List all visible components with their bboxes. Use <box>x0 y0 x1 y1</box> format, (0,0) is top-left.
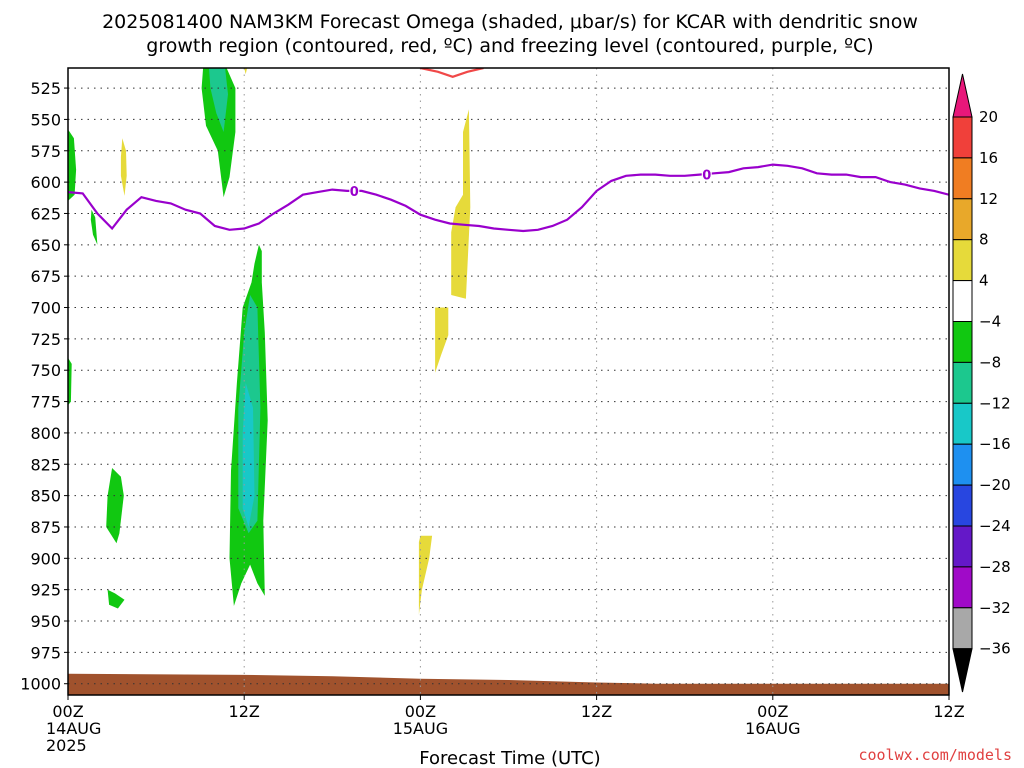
y-tick-label-15: 900 <box>30 549 61 568</box>
chart-title-line-2: growth region (contoured, red, ºC) and f… <box>146 35 873 57</box>
colorbar-bottom-arrow <box>952 648 973 693</box>
grid-lines <box>67 68 950 695</box>
omega-area-4 <box>68 129 77 201</box>
y-tick-label-0: 525 <box>30 79 61 98</box>
omega-area-11 <box>107 589 125 609</box>
omega-area-3 <box>120 138 127 196</box>
colorbar-tick-9: −20 <box>979 476 1011 494</box>
colorbar-bin-9 <box>952 443 973 486</box>
colorbar-bin-13 <box>952 607 973 650</box>
omega-area-9 <box>242 382 255 527</box>
colorbar-bin-7 <box>952 361 973 404</box>
y-tick-label-9: 750 <box>30 361 61 380</box>
y-tick-label-2: 575 <box>30 142 61 161</box>
colorbar-tick-5: −4 <box>979 313 1001 331</box>
colorbar-bin-12 <box>952 566 973 609</box>
x-tick-label-2-0: 00Z <box>405 702 436 721</box>
x-tick-label-4-1: 16AUG <box>745 719 800 738</box>
y-tick-label-11: 800 <box>30 424 61 443</box>
omega-area-10 <box>106 468 124 544</box>
colorbar-tick-0: 20 <box>979 108 998 126</box>
colorbar-bin-1 <box>952 116 973 159</box>
y-tick-label-5: 650 <box>30 236 61 255</box>
x-tick-label-3-0: 12Z <box>581 702 612 721</box>
plot-area: 00 <box>67 67 950 696</box>
y-tick-label-8: 725 <box>30 330 61 349</box>
omega-area-12 <box>451 109 471 299</box>
colorbar-tick-7: −12 <box>979 394 1011 412</box>
colorbar-tick-10: −24 <box>979 517 1011 535</box>
contour-lines: 00 <box>68 68 949 233</box>
y-tick-label-19: 1000 <box>20 675 61 694</box>
freezing-label-bg-0 <box>349 183 360 198</box>
terrain-area <box>68 673 949 695</box>
y-tick-label-16: 925 <box>30 581 61 600</box>
x-tick-label-0-2: 2025 <box>46 736 87 755</box>
omega-area-5 <box>90 209 98 245</box>
colorbar-bin-6 <box>952 321 973 363</box>
colorbar-tick-4: 4 <box>979 272 989 290</box>
colorbar: 20 16 12 8 4 −4 −8 −12 −16 −20 −24 −28 −32 −36 <box>952 73 1011 693</box>
dgz-contour-line <box>420 68 484 78</box>
x-axis-label: Forecast Time (UTC) <box>419 748 600 768</box>
colorbar-tick-3: 8 <box>979 231 989 249</box>
y-tick-label-12: 825 <box>30 455 61 474</box>
y-axis-ticks: 525 550 575 600 625 650 675 700 725 750 775 800 825 8… <box>20 79 68 694</box>
y-tick-label-3: 600 <box>30 173 61 192</box>
freezing-level-label-0: 0 <box>350 185 359 200</box>
colorbar-bin-4 <box>952 239 973 282</box>
omega-area-2 <box>244 68 248 75</box>
colorbar-tick-6: −8 <box>979 353 1001 371</box>
colorbar-bin-3 <box>952 198 973 241</box>
y-tick-label-1: 550 <box>30 110 61 129</box>
y-tick-label-7: 700 <box>30 299 61 318</box>
colorbar-tick-11: −28 <box>979 558 1011 576</box>
x-tick-label-2-1: 15AUG <box>393 719 448 738</box>
colorbar-bin-5 <box>952 280 973 323</box>
colorbar-bin-11 <box>952 525 973 568</box>
chart-title-line-1: 2025081400 NAM3KM Forecast Omega (shaded… <box>102 11 918 33</box>
freezing-level-line <box>68 163 949 233</box>
x-tick-label-1-0: 12Z <box>229 702 260 721</box>
y-tick-label-17: 950 <box>30 612 61 631</box>
y-tick-label-4: 625 <box>30 204 61 223</box>
omega-shaded-areas <box>68 68 471 615</box>
y-tick-label-18: 975 <box>30 643 61 662</box>
y-tick-label-13: 850 <box>30 487 61 506</box>
colorbar-bin-8 <box>952 402 973 445</box>
colorbar-tick-1: 16 <box>979 149 998 167</box>
omega-area-6 <box>68 357 72 406</box>
colorbar-bin-10 <box>952 484 973 527</box>
colorbar-tick-8: −16 <box>979 435 1011 453</box>
y-tick-label-14: 875 <box>30 518 61 537</box>
colorbar-tick-2: 12 <box>979 190 998 208</box>
x-tick-label-0-1: 14AUG <box>46 719 101 738</box>
terrain-fill <box>68 673 949 695</box>
credit-text: coolwx.com/models <box>858 746 1012 764</box>
colorbar-bin-2 <box>952 157 973 200</box>
freezing-label-bg-1 <box>701 167 712 182</box>
x-tick-label-0-0: 00Z <box>52 702 83 721</box>
x-tick-label-5-0: 12Z <box>933 702 964 721</box>
x-tick-label-4-0: 00Z <box>757 702 788 721</box>
colorbar-top-arrow <box>952 73 973 118</box>
colorbar-tick-13: −36 <box>979 640 1011 658</box>
omega-area-14 <box>418 535 433 615</box>
omega-area-1 <box>209 68 228 132</box>
y-tick-label-10: 775 <box>30 393 61 412</box>
y-tick-label-6: 675 <box>30 267 61 286</box>
freezing-level-label-1: 0 <box>702 169 711 184</box>
plot-frame <box>67 67 950 696</box>
omega-area-13 <box>435 307 449 373</box>
colorbar-tick-12: −32 <box>979 599 1011 617</box>
